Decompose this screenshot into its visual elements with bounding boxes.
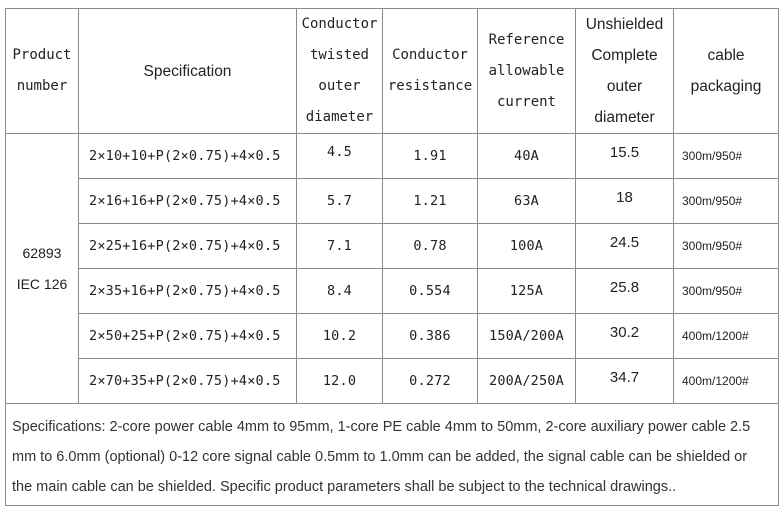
outer-diameter-cell: 8.4 — [296, 268, 383, 314]
header-line: diameter — [594, 109, 655, 126]
unshielded-diameter-cell: 18 — [575, 178, 674, 224]
packaging-cell: 300m/950# — [673, 268, 779, 314]
resistance-cell: 0.78 — [382, 223, 478, 269]
header-line: cable — [707, 47, 745, 64]
unshielded-diameter-cell: 24.5 — [575, 223, 674, 269]
header-line: resistance — [387, 78, 473, 94]
outer-diameter-cell: 7.1 — [296, 223, 383, 269]
header-line: current — [496, 93, 556, 110]
outer-diameter-cell: 12.0 — [296, 358, 383, 404]
spec-cell: 2×10+10+P(2×0.75)+4×0.5 — [78, 133, 297, 179]
spec-cell: 2×35+16+P(2×0.75)+4×0.5 — [78, 268, 297, 314]
outer-diameter-cell: 5.7 — [296, 178, 383, 224]
packaging-cell: 400m/1200# — [673, 358, 779, 404]
spec-cell: 2×25+16+P(2×0.75)+4×0.5 — [78, 223, 297, 269]
packaging-cell: 300m/950# — [673, 178, 779, 224]
cable-spec-table: Product number Specification Conductor t… — [5, 8, 779, 506]
current-cell: 40A — [477, 133, 576, 179]
header-line: packaging — [690, 78, 762, 95]
header-line: diameter — [305, 109, 374, 125]
resistance-cell: 0.386 — [382, 313, 478, 359]
header-line: Product — [12, 47, 72, 63]
current-cell: 125A — [477, 268, 576, 314]
unshielded-diameter-cell: 30.2 — [575, 313, 674, 359]
unshielded-diameter-cell: 15.5 — [575, 133, 674, 179]
current-cell: 63A — [477, 178, 576, 224]
unshielded-diameter-cell: 34.7 — [575, 358, 674, 404]
table-row: 2×25+16+P(2×0.75)+4×0.5 7.1 0.78 100A 24… — [6, 223, 779, 269]
packaging-cell: 300m/950# — [673, 133, 779, 179]
resistance-cell: 1.21 — [382, 178, 478, 224]
packaging-cell: 300m/950# — [673, 223, 779, 269]
table-row: 2×35+16+P(2×0.75)+4×0.5 8.4 0.554 125A 2… — [6, 268, 779, 314]
resistance-cell: 1.91 — [382, 133, 478, 179]
cable-spec-table-wrapper: Product number Specification Conductor t… — [5, 8, 779, 506]
header-conductor-outer-diameter: Conductor twisted outer diameter — [296, 8, 383, 134]
unshielded-diameter-cell: 25.8 — [575, 268, 674, 314]
header-packaging: cable packaging — [673, 8, 779, 134]
product-standard: IEC 126 — [16, 275, 68, 292]
header-line: Unshielded — [585, 16, 664, 33]
table-row: 2×50+25+P(2×0.75)+4×0.5 10.2 0.386 150A/… — [6, 313, 779, 359]
current-cell: 150A/200A — [477, 313, 576, 359]
header-line: number — [16, 78, 68, 94]
header-line: allowable — [488, 62, 565, 79]
resistance-cell: 0.272 — [382, 358, 478, 404]
spec-cell: 2×16+16+P(2×0.75)+4×0.5 — [78, 178, 297, 224]
spec-cell: 2×70+35+P(2×0.75)+4×0.5 — [78, 358, 297, 404]
header-line: Reference — [488, 31, 565, 48]
note-row: Specifications: 2-core power cable 4mm t… — [5, 403, 779, 506]
header-product-number: Product number — [5, 8, 79, 134]
header-line: outer — [318, 78, 361, 94]
specification-note: Specifications: 2-core power cable 4mm t… — [5, 403, 779, 506]
header-unshielded-diameter: Unshielded Complete outer diameter — [575, 8, 674, 134]
header-line: outer — [606, 78, 643, 95]
product-code: 62893 — [22, 244, 62, 261]
header-row: Product number Specification Conductor t… — [5, 8, 779, 134]
spec-cell: 2×50+25+P(2×0.75)+4×0.5 — [78, 313, 297, 359]
header-reference-current: Reference allowable current — [477, 8, 576, 134]
outer-diameter-cell: 4.5 — [296, 133, 383, 179]
header-specification: Specification — [78, 8, 297, 134]
header-line: Conductor — [301, 16, 378, 32]
current-cell: 100A — [477, 223, 576, 269]
table-row: 62893 IEC 126 2×10+10+P(2×0.75)+4×0.5 4.… — [5, 133, 779, 404]
resistance-cell: 0.554 — [382, 268, 478, 314]
header-line: Complete — [591, 47, 658, 64]
current-cell: 200A/250A — [477, 358, 576, 404]
packaging-cell: 400m/1200# — [673, 313, 779, 359]
header-conductor-resistance: Conductor resistance — [382, 8, 478, 134]
header-line: twisted — [309, 47, 369, 63]
header-line: Conductor — [392, 47, 468, 63]
outer-diameter-cell: 10.2 — [296, 313, 383, 359]
header-line: Specification — [143, 62, 232, 80]
product-number-cell: 62893 IEC 126 — [5, 133, 79, 404]
table-row: 2×70+35+P(2×0.75)+4×0.5 12.0 0.272 200A/… — [6, 358, 779, 404]
table-row: 2×16+16+P(2×0.75)+4×0.5 5.7 1.21 63A 18 … — [6, 178, 779, 224]
